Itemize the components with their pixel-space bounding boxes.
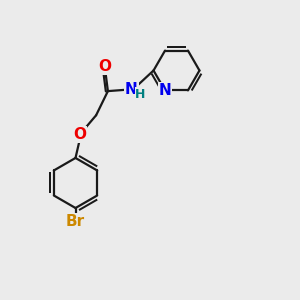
Text: O: O [98,59,112,74]
Text: H: H [135,88,146,100]
Text: O: O [74,127,86,142]
Text: Br: Br [66,214,85,229]
Text: N: N [125,82,138,97]
Text: N: N [159,83,171,98]
